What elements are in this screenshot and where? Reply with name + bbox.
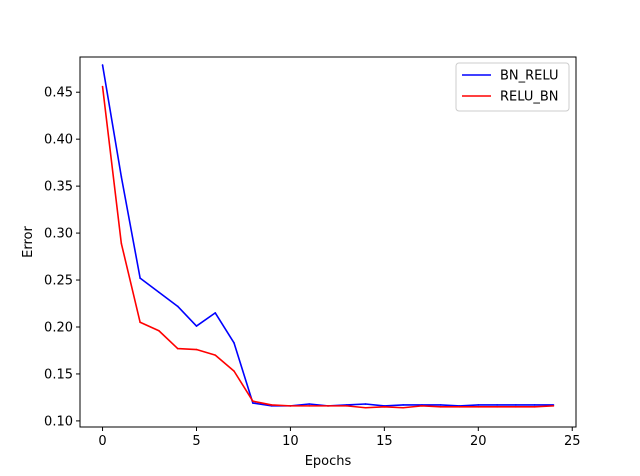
- legend: BN_RELU RELU_BN: [455, 62, 570, 112]
- y-tick-label: 0.35: [44, 180, 73, 195]
- y-tick-label: 0.30: [44, 227, 73, 242]
- data-point-relu-bn: [402, 406, 404, 409]
- data-point-bn-relu: [496, 404, 498, 406]
- data-point-bn-relu: [195, 325, 198, 327]
- y-tick-label: 0.45: [44, 86, 73, 101]
- data-point-relu-bn: [195, 348, 198, 351]
- x-tick-label: 15: [376, 434, 393, 449]
- data-point-relu-bn: [176, 347, 179, 350]
- data-point-relu-bn: [270, 404, 273, 406]
- y-tick-label: 0.20: [44, 320, 73, 335]
- data-point-bn-relu: [101, 64, 104, 66]
- y-tick-label: 0.40: [44, 133, 73, 148]
- data-point-relu-bn: [120, 242, 123, 245]
- data-point-relu-bn: [308, 405, 311, 407]
- x-tick-label: 20: [470, 434, 487, 449]
- data-point-bn-relu: [515, 404, 517, 406]
- data-point-relu-bn: [289, 405, 292, 407]
- data-point-relu-bn: [327, 405, 329, 407]
- data-point-bn-relu: [402, 404, 404, 406]
- x-tick-label: 10: [282, 434, 299, 449]
- x-axis-label: Epochs: [305, 454, 352, 469]
- data-point-bn-relu: [158, 291, 160, 294]
- data-point-relu-bn: [496, 406, 498, 408]
- data-point-relu-bn: [345, 405, 348, 407]
- data-point-bn-relu: [439, 404, 442, 406]
- series-layer: [101, 64, 555, 409]
- data-point-bn-relu: [364, 403, 367, 405]
- data-point-bn-relu: [252, 402, 254, 404]
- plot-area: [80, 57, 576, 427]
- data-point-relu-bn: [139, 321, 141, 324]
- legend-label-relu-bn: RELU_BN: [500, 90, 559, 105]
- data-point-relu-bn: [515, 406, 517, 408]
- data-point-bn-relu: [139, 277, 141, 279]
- plot-frame: [79, 56, 577, 428]
- y-axis-ticks: 0.10 0.15 0.20 0.25 0.30 0.35 0.40 0.45: [44, 86, 80, 429]
- y-tick-label: 0.15: [44, 367, 73, 382]
- legend-label-bn-relu: BN_RELU: [500, 69, 559, 84]
- y-axis-label: Error: [21, 226, 36, 258]
- data-point-relu-bn: [158, 329, 160, 332]
- data-point-bn-relu: [477, 404, 480, 406]
- data-point-relu-bn: [383, 406, 386, 408]
- data-point-relu-bn: [101, 85, 104, 88]
- data-point-bn-relu: [233, 342, 235, 344]
- data-point-bn-relu: [533, 404, 536, 406]
- data-point-relu-bn: [252, 400, 254, 402]
- data-point-relu-bn: [458, 406, 461, 408]
- data-point-relu-bn: [552, 405, 555, 407]
- x-axis-ticks: 0 5 10 15 20 25: [98, 427, 581, 449]
- data-point-relu-bn: [364, 406, 367, 409]
- data-point-bn-relu: [308, 403, 311, 405]
- y-tick-label: 0.25: [44, 274, 73, 289]
- x-tick-label: 0: [98, 434, 106, 449]
- y-tick-label: 0.10: [44, 414, 73, 429]
- x-tick-label: 25: [564, 434, 581, 449]
- data-point-relu-bn: [477, 406, 480, 408]
- data-point-relu-bn: [421, 405, 423, 407]
- data-point-bn-relu: [120, 175, 123, 178]
- data-point-bn-relu: [176, 305, 179, 308]
- data-point-relu-bn: [439, 406, 442, 408]
- x-tick-label: 5: [192, 434, 200, 449]
- data-point-relu-bn: [214, 354, 217, 356]
- data-point-relu-bn: [233, 370, 235, 372]
- data-point-bn-relu: [214, 312, 217, 314]
- data-point-relu-bn: [533, 406, 536, 408]
